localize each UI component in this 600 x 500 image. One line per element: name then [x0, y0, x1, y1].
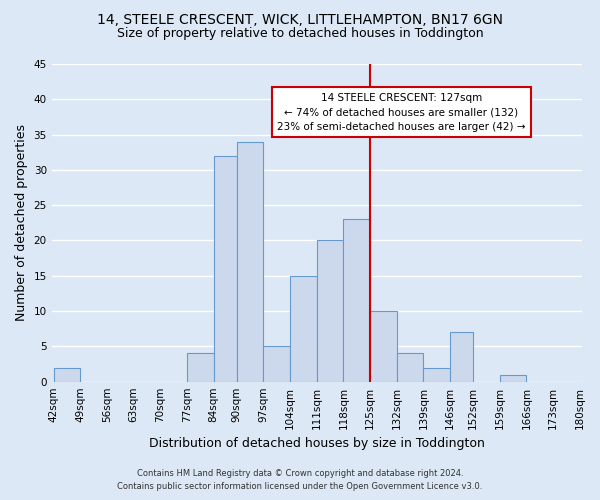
Bar: [450, 332, 473, 382]
Bar: [317, 240, 343, 382]
Text: Contains HM Land Registry data © Crown copyright and database right 2024.
Contai: Contains HM Land Registry data © Crown c…: [118, 470, 482, 491]
Bar: [53, 368, 80, 382]
Bar: [397, 354, 424, 382]
Bar: [236, 142, 263, 382]
Bar: [214, 156, 236, 382]
Bar: [343, 220, 370, 382]
Bar: [290, 276, 317, 382]
Bar: [263, 346, 290, 382]
Bar: [500, 374, 526, 382]
Text: Size of property relative to detached houses in Toddington: Size of property relative to detached ho…: [116, 28, 484, 40]
Bar: [424, 368, 450, 382]
Bar: [370, 311, 397, 382]
Y-axis label: Number of detached properties: Number of detached properties: [15, 124, 28, 322]
Text: 14, STEELE CRESCENT, WICK, LITTLEHAMPTON, BN17 6GN: 14, STEELE CRESCENT, WICK, LITTLEHAMPTON…: [97, 12, 503, 26]
Bar: [187, 354, 214, 382]
X-axis label: Distribution of detached houses by size in Toddington: Distribution of detached houses by size …: [149, 437, 485, 450]
Text: 14 STEELE CRESCENT: 127sqm
← 74% of detached houses are smaller (132)
23% of sem: 14 STEELE CRESCENT: 127sqm ← 74% of deta…: [277, 92, 526, 132]
